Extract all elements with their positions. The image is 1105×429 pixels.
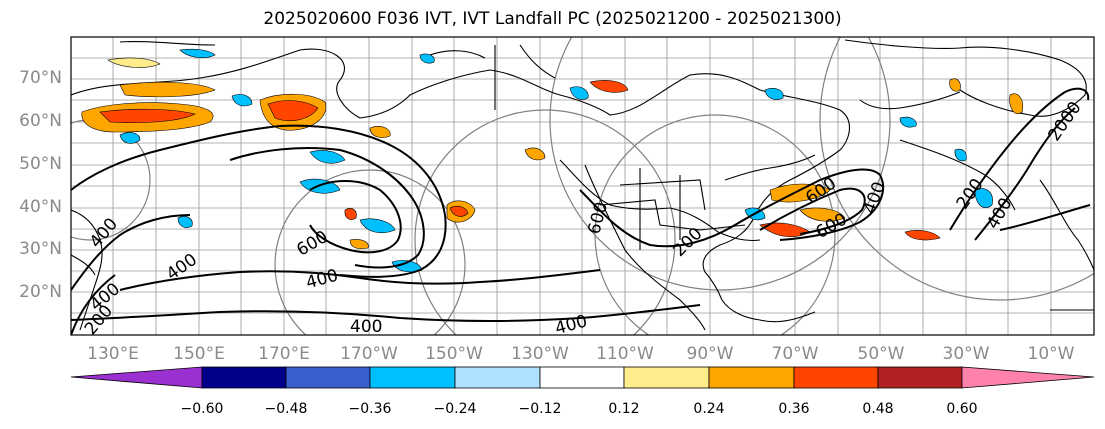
map-frame — [70, 36, 1095, 336]
colorbar-tick-label: −0.24 — [433, 401, 477, 417]
lon-label: 170°W — [340, 344, 398, 364]
lon-label: 70°W — [771, 344, 819, 364]
colorbar-tick-label: −0.48 — [264, 401, 308, 417]
map-title: 2025020600 F036 IVT, IVT Landfall PC (20… — [263, 9, 842, 29]
lon-label: 150°E — [173, 344, 225, 364]
lat-label: 30°N — [19, 239, 62, 259]
lon-label: 170°E — [258, 344, 310, 364]
map-panel — [71, 37, 1094, 335]
colorbar-tick-label: 0.24 — [693, 401, 725, 417]
lon-label: 30°W — [942, 344, 990, 364]
lon-label: 130°W — [511, 344, 569, 364]
colorbar — [70, 366, 1095, 389]
lat-label: 60°N — [19, 111, 62, 131]
lat-label: 40°N — [19, 197, 62, 217]
lat-label: 20°N — [19, 282, 62, 302]
colorbar-tick-label: 0.60 — [946, 401, 978, 417]
lat-label: 50°N — [19, 154, 62, 174]
contour-label: 400 — [350, 317, 382, 337]
colorbar-extend-low — [70, 366, 203, 389]
graticule — [71, 37, 1094, 335]
ivt-contours — [71, 87, 1091, 335]
lon-label: 130°E — [87, 344, 139, 364]
lon-label: 90°W — [686, 344, 734, 364]
shaded-patches — [81, 48, 1023, 273]
colorbar-extend-high — [961, 366, 1095, 389]
colorbar-tick-label: 0.12 — [608, 401, 640, 417]
colorbar-tick-label: −0.36 — [348, 401, 392, 417]
lon-label: 10°W — [1027, 344, 1075, 364]
colorbar-tick-label: 0.36 — [778, 401, 810, 417]
lon-label: 150°W — [425, 344, 483, 364]
coastlines — [71, 39, 1094, 331]
lat-label: 70°N — [19, 68, 62, 88]
colorbar-tick-label: 0.48 — [862, 401, 894, 417]
lon-label: 50°W — [857, 344, 905, 364]
colorbar-tick-label: −0.12 — [518, 401, 562, 417]
colorbar-tick-label: −0.60 — [180, 401, 224, 417]
lon-label: 110°W — [596, 344, 654, 364]
